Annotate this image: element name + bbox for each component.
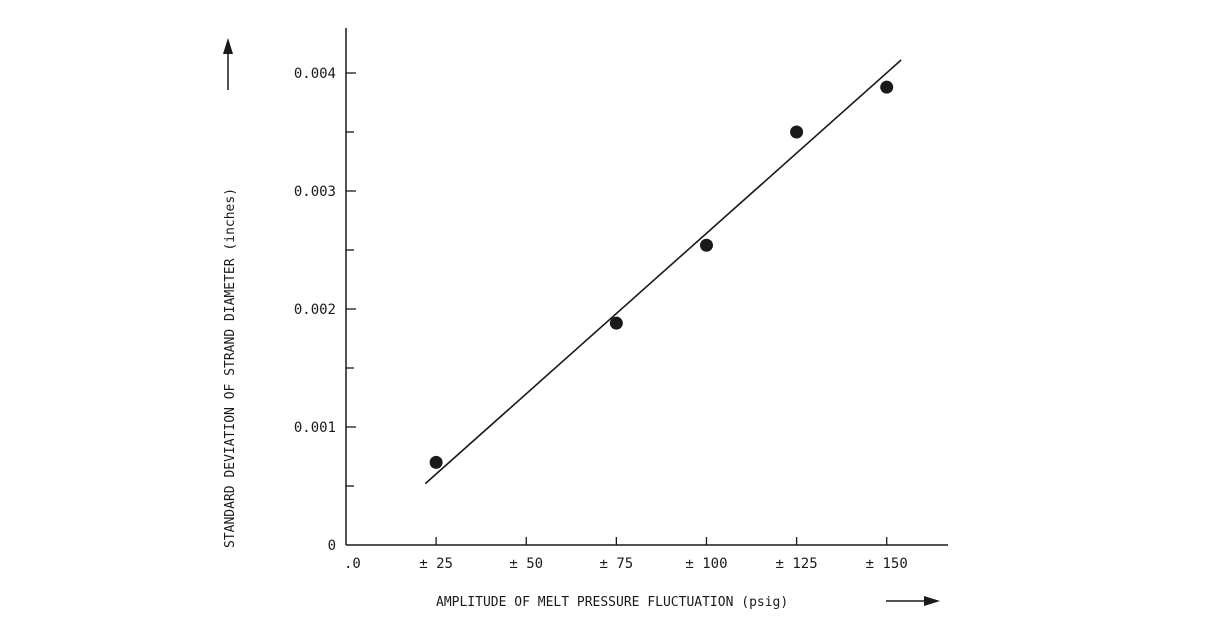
y-tick-label: 0.004	[294, 66, 336, 82]
x-tick-labels: .0 ± 25 ± 50 ± 75 ± 100 ± 125 ± 150	[344, 556, 908, 572]
x-axis-label: AMPLITUDE OF MELT PRESSURE FLUCTUATION (…	[436, 595, 788, 610]
y-ticks	[346, 72, 356, 487]
x-tick-label: ± 150	[866, 556, 908, 572]
data-point	[609, 316, 623, 330]
x-axis-arrow-icon	[886, 596, 940, 606]
x-tick-label: ± 75	[599, 556, 633, 572]
x-tick-label: .0	[344, 556, 361, 572]
data-point	[429, 455, 443, 469]
y-tick-label: 0	[328, 538, 336, 554]
data-point	[699, 238, 713, 252]
data-point	[880, 80, 894, 94]
y-tick-label: 0.002	[294, 302, 336, 318]
x-tick-label: ± 50	[509, 556, 543, 572]
data-point	[790, 125, 804, 139]
y-axis-label: STANDARD DEVIATION OF STRAND DIAMETER (i…	[223, 188, 238, 548]
y-axis-arrow-icon	[223, 38, 233, 90]
y-tick-label: 0.003	[294, 184, 336, 200]
axes	[345, 28, 948, 546]
fit-line-group	[424, 59, 902, 485]
x-tick-label: ± 100	[685, 556, 727, 572]
y-tick-labels: 0 0.001 0.002 0.003 0.004	[294, 66, 336, 554]
x-ticks	[435, 537, 888, 545]
fit-line	[424, 59, 902, 485]
y-tick-label: 0.001	[294, 420, 336, 436]
x-tick-label: ± 25	[419, 556, 453, 572]
x-tick-label: ± 125	[776, 556, 818, 572]
data-points	[429, 80, 894, 469]
